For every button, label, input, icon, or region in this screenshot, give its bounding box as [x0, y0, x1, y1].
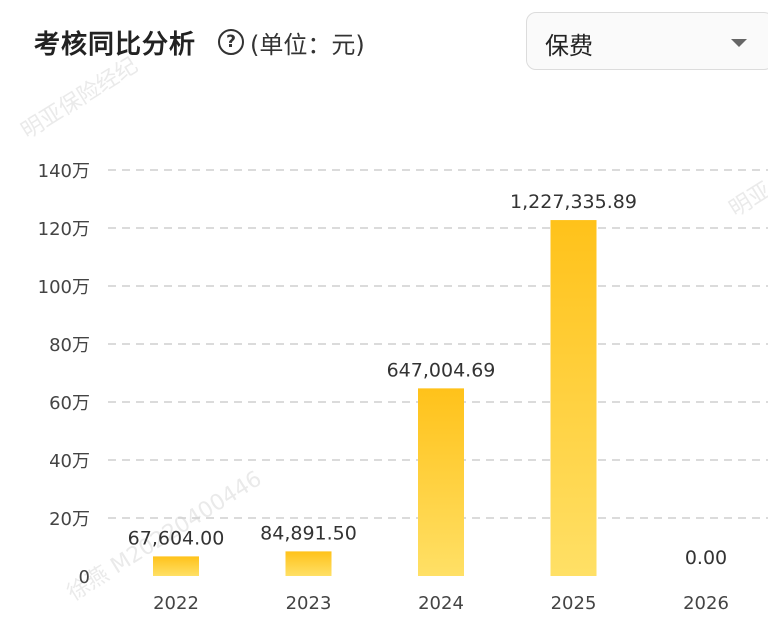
x-tick-label: 2024 [418, 593, 464, 614]
bar-2023[interactable] [285, 551, 332, 576]
x-tick-label: 2023 [286, 593, 332, 614]
unit-label: (单位：元) [250, 30, 365, 59]
y-tick-label: 120万 [38, 219, 90, 240]
data-label-2023: 84,891.50 [260, 522, 357, 544]
data-label-2022: 67,604.00 [128, 527, 225, 549]
data-label-2025: 1,227,335.89 [510, 191, 637, 213]
bar-2022[interactable] [153, 556, 199, 576]
y-tick-label: 0 [79, 567, 90, 588]
caret-down-icon [731, 39, 747, 47]
y-tick-label: 40万 [49, 451, 90, 472]
x-tick-label: 2022 [153, 593, 199, 614]
chart-header: 考核同比分析 ? (单位：元) [34, 20, 365, 64]
y-tick-label: 100万 [38, 277, 90, 298]
x-tick-label: 2025 [551, 593, 597, 614]
x-axis: 2022 2023 2024 2025 2026 [153, 593, 729, 614]
bar-2024[interactable] [418, 388, 464, 576]
metric-select[interactable]: 保费 [526, 12, 768, 70]
y-tick-label: 80万 [49, 335, 90, 356]
y-tick-label: 140万 [38, 161, 90, 182]
page-title: 考核同比分析 [34, 29, 197, 60]
data-label-2024: 647,004.69 [387, 359, 496, 381]
data-label-2026: 0.00 [685, 547, 727, 569]
grid-lines [108, 169, 768, 519]
bar-2025[interactable] [550, 220, 597, 577]
y-tick-label: 60万 [49, 393, 90, 414]
bars [153, 220, 597, 577]
x-tick-label: 2026 [683, 593, 729, 614]
y-tick-label: 20万 [49, 509, 90, 530]
data-labels: 67,604.00 84,891.50 647,004.69 1,227,335.89… [128, 191, 728, 569]
question-circle-icon[interactable]: ? [218, 29, 245, 55]
y-axis: 0 20万 40万 60万 80万 100万 120万 140万 [38, 161, 90, 588]
metric-select-value: 保费 [545, 32, 593, 60]
